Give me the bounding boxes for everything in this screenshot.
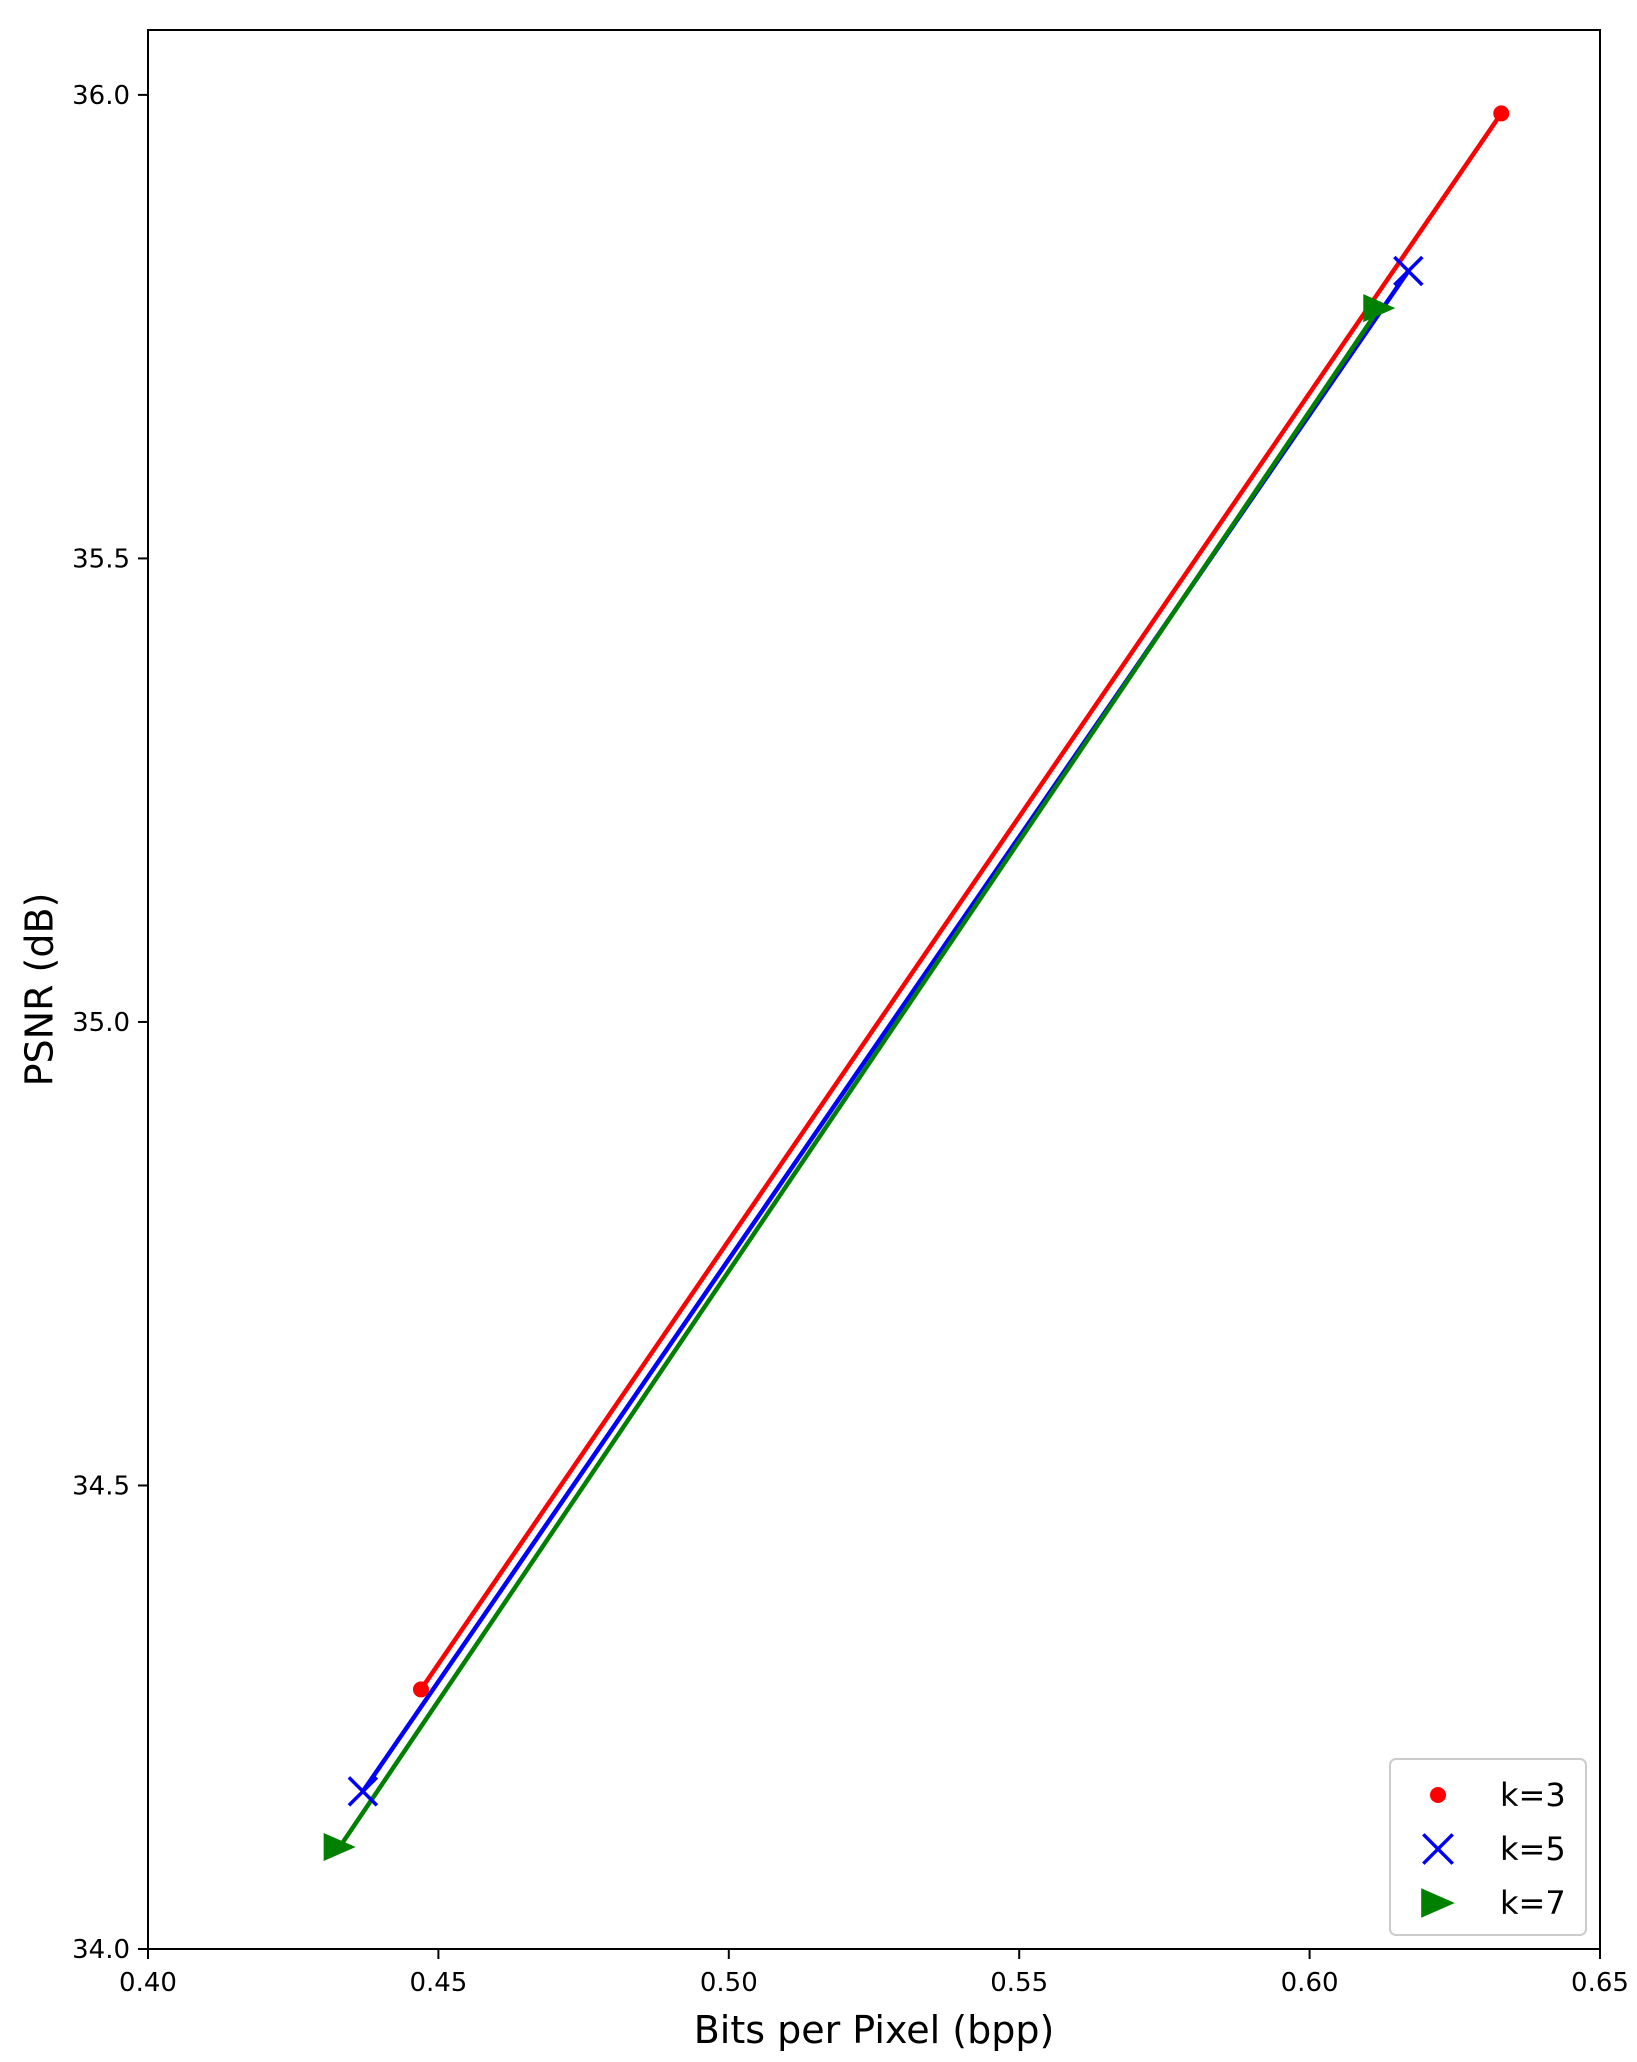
legend-marker-k5: [1422, 1833, 1454, 1865]
series-line-k7: [337, 306, 1382, 1849]
legend-box: [1389, 1758, 1587, 1936]
y-axis-label: PSNR (dB): [18, 893, 62, 1087]
y-tick-label: 36.0: [72, 81, 130, 111]
data-point-k7-1: [1363, 294, 1396, 323]
x-tick-label: 0.65: [1571, 1968, 1629, 1998]
legend-entry-k3: k=3: [1430, 1776, 1566, 1814]
legend-marker-k7: [1421, 1888, 1455, 1918]
x-tick-label: 0.40: [119, 1968, 177, 1998]
x-tick-label: 0.45: [409, 1968, 467, 1998]
legend-marker-k3: [1430, 1787, 1446, 1803]
legend-label: k=5: [1500, 1830, 1566, 1868]
legend-entry-k5: k=5: [1422, 1830, 1566, 1868]
series-line-k3: [419, 112, 1504, 1691]
x-axis-ticks: 0.40 0.45 0.50 0.55 0.60 0.65: [119, 1949, 1629, 1998]
y-tick-label: 34.0: [72, 1935, 130, 1965]
x-tick-label: 0.60: [1281, 1968, 1339, 1998]
data-point-k5-1: [1393, 255, 1424, 287]
plot-border: [147, 29, 1601, 1950]
legend: k=3 k=5 k=7: [1389, 1758, 1587, 1936]
legend-label: k=7: [1500, 1884, 1566, 1922]
x-tick-label: 0.55: [990, 1968, 1048, 1998]
data-point-k7-0: [323, 1833, 356, 1862]
y-tick-label: 35.0: [72, 1008, 130, 1038]
plot-content: [323, 105, 1510, 1862]
legend-entry-k7: k=7: [1421, 1884, 1566, 1922]
y-tick-label: 35.5: [72, 544, 130, 574]
axes-frame: [147, 29, 1601, 1950]
y-tick-label: 34.5: [72, 1471, 130, 1501]
data-point-k3-0: [412, 1681, 429, 1698]
data-point-k3-1: [1493, 105, 1510, 122]
x-tick-label: 0.50: [700, 1968, 758, 1998]
legend-label: k=3: [1500, 1776, 1566, 1814]
y-axis-ticks: 34.0 34.5 35.0 35.5 36.0: [72, 81, 148, 1965]
x-axis-label: Bits per Pixel (bpp): [694, 2008, 1055, 2052]
data-point-k5-0: [347, 1776, 379, 1807]
